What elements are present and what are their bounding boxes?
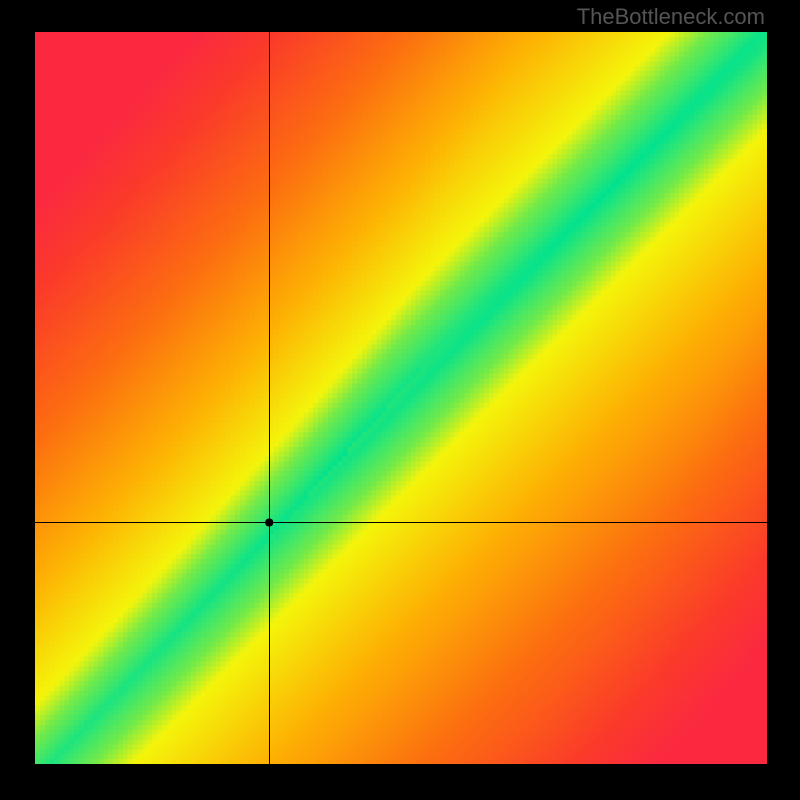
chart-container: { "watermark": { "text": "TheBottleneck.… — [0, 0, 800, 800]
heatmap-plot — [35, 32, 767, 764]
watermark-text: TheBottleneck.com — [577, 4, 765, 30]
crosshair-overlay — [35, 32, 767, 764]
